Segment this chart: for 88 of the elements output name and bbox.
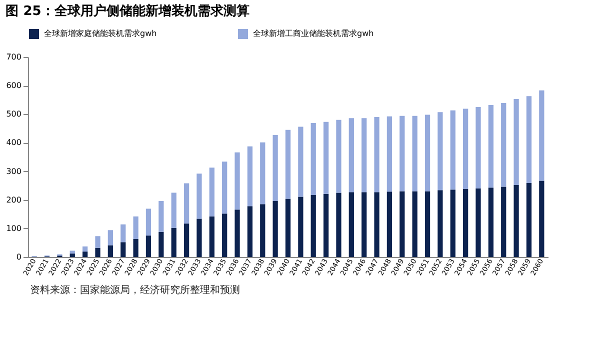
bar: [209, 216, 214, 257]
bar: [438, 190, 443, 257]
bar: [438, 112, 443, 190]
bar: [146, 208, 152, 236]
bar: [539, 90, 544, 181]
y-tick-label: 700: [6, 52, 22, 62]
bar: [260, 204, 266, 257]
bar: [386, 192, 392, 257]
bar: [272, 135, 278, 201]
text: 资料来源：国家能源局，经济研究所整理和预测: [29, 284, 241, 298]
bar: [222, 214, 228, 257]
bar: [209, 168, 214, 216]
bar: [400, 116, 405, 192]
bar: [82, 252, 88, 257]
bar: [108, 230, 114, 246]
bar: [488, 105, 494, 188]
y-tick-label: 600: [6, 81, 22, 90]
bar: [514, 99, 519, 185]
bar: [234, 210, 240, 257]
bar: [184, 183, 190, 224]
bar: [171, 192, 176, 228]
bar: [323, 194, 329, 257]
bar: [196, 218, 202, 257]
bar: [298, 126, 304, 197]
y-tick-label: 200: [6, 195, 22, 204]
bar: [488, 188, 494, 257]
bar: [158, 232, 164, 257]
bar: [374, 117, 380, 192]
bar: [310, 195, 316, 257]
bar: [133, 216, 138, 239]
bar: [196, 174, 202, 219]
bar: [310, 123, 316, 195]
bar: [298, 196, 304, 257]
bar: [501, 186, 506, 257]
bar: [476, 107, 481, 188]
bar: [234, 152, 240, 210]
bar: [412, 191, 418, 257]
bar: [171, 228, 176, 257]
bar: [184, 224, 190, 257]
bar: [362, 118, 367, 192]
bar: [450, 190, 456, 257]
bar: [412, 116, 418, 192]
chart-title: 图 25：全球用户侧储能新增装机需求测算: [6, 3, 250, 19]
bar: [462, 108, 468, 189]
bar: [476, 188, 481, 257]
bar: [285, 130, 291, 199]
bar: [514, 185, 519, 257]
bar: [272, 201, 278, 257]
legend-label: 全球新增家庭储能装机需求gwh: [44, 29, 157, 38]
bar: [336, 192, 342, 257]
legend-label: 全球新增工商业储能装机需求gwh: [253, 29, 374, 38]
bar: [70, 250, 75, 254]
bar: [348, 192, 354, 257]
bar: [120, 242, 126, 257]
bar: [247, 146, 253, 206]
bar: [450, 110, 456, 190]
bar: [539, 180, 544, 257]
bar: [222, 162, 228, 214]
y-tick-label: 100: [6, 224, 22, 233]
bar: [374, 192, 380, 257]
bar: [120, 224, 126, 242]
y-tick-label: 400: [6, 138, 22, 148]
bar: [386, 116, 392, 192]
bar: [336, 120, 342, 193]
bar: [70, 254, 75, 257]
y-tick-label: 0: [16, 252, 22, 262]
bar: [95, 236, 100, 248]
bar: [247, 206, 253, 257]
bar: [424, 191, 430, 257]
bar: [400, 191, 405, 257]
bar: [362, 192, 367, 257]
bar: [424, 114, 430, 192]
bar: [526, 96, 532, 183]
y-tick-label: 300: [6, 166, 22, 176]
bar: [95, 248, 100, 257]
bar: [260, 142, 266, 204]
bar: [501, 103, 506, 187]
bar: [348, 118, 354, 192]
bar: [526, 183, 532, 257]
bar: [133, 239, 138, 257]
bar: [146, 236, 152, 257]
bar: [158, 201, 164, 232]
bar: [462, 189, 468, 257]
bar: [108, 245, 114, 257]
bar: [82, 246, 88, 252]
y-tick-label: 500: [6, 110, 22, 119]
bar: [323, 122, 329, 194]
bar: [285, 198, 291, 257]
